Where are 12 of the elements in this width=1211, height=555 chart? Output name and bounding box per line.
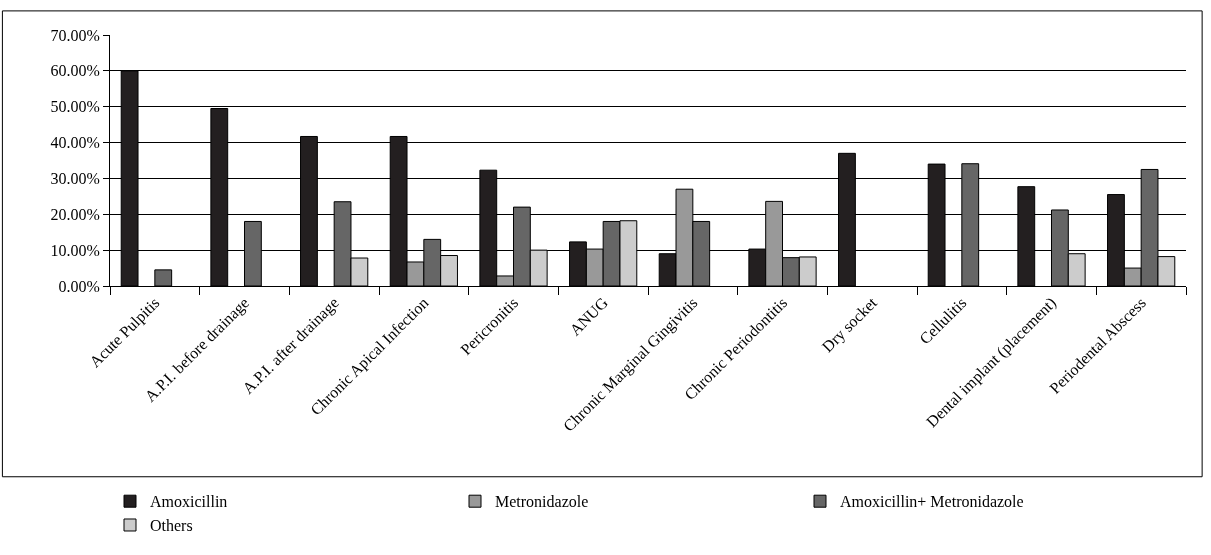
y-tick-label: 40.00% bbox=[50, 134, 100, 152]
y-tick-label: 0.00% bbox=[58, 277, 100, 295]
y-tick-label: 10.00% bbox=[50, 241, 100, 259]
y-tick-label: 60.00% bbox=[50, 62, 100, 80]
legend-label: Amoxicillin+ Metronidazole bbox=[840, 493, 1024, 511]
y-tick-label: 30.00% bbox=[50, 170, 100, 188]
y-tick-label: 20.00% bbox=[50, 205, 100, 223]
y-tick-label: 50.00% bbox=[50, 98, 100, 116]
y-tick-label: 70.00% bbox=[50, 26, 100, 44]
legend-label: Metronidazole bbox=[495, 493, 589, 511]
legend-label: Others bbox=[150, 517, 193, 535]
legend-label: Amoxicillin bbox=[150, 493, 228, 511]
